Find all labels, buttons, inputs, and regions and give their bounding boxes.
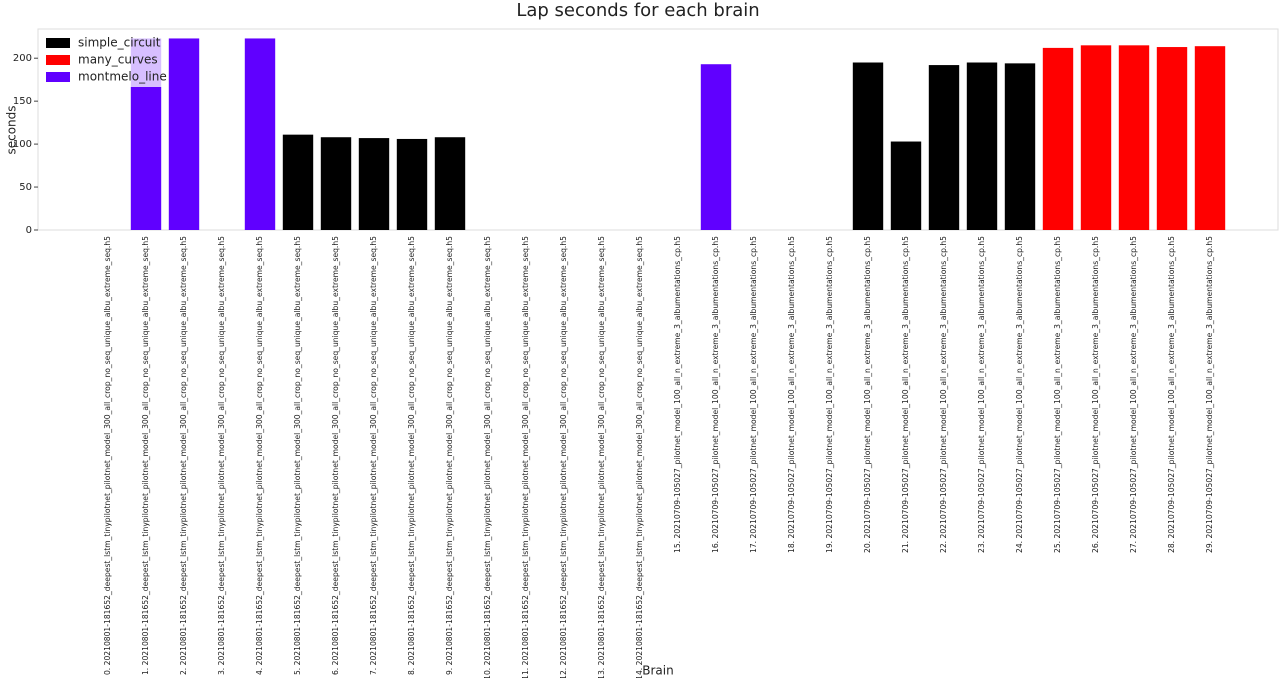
x-tick-label: 17. 20210709-105027_pilotnet_model_100_a… — [749, 236, 758, 553]
bar — [852, 62, 884, 230]
x-tick-label: 22. 20210709-105027_pilotnet_model_100_a… — [939, 236, 948, 553]
bar — [358, 138, 390, 230]
bar — [928, 65, 960, 230]
x-tick-label: 25. 20210709-105027_pilotnet_model_100_a… — [1053, 236, 1062, 553]
bar — [966, 62, 998, 230]
x-tick-label: 24. 20210709-105027_pilotnet_model_100_a… — [1015, 236, 1024, 553]
bar — [244, 38, 276, 231]
x-tick-label: 0. 20210801-181652_deepest_lstm_tinypilo… — [103, 236, 112, 675]
bar — [700, 64, 732, 230]
legend-label: montmelo_line — [78, 70, 167, 84]
x-tick-label: 8. 20210801-181652_deepest_lstm_tinypilo… — [407, 236, 416, 675]
x-tick-label: 2. 20210801-181652_deepest_lstm_tinypilo… — [179, 236, 188, 675]
x-tick-label: 5. 20210801-181652_deepest_lstm_tinypilo… — [293, 236, 302, 675]
y-tick-label: 100 — [13, 139, 32, 150]
x-tick-label: 20. 20210709-105027_pilotnet_model_100_a… — [863, 236, 872, 553]
x-tick-label: 15. 20210709-105027_pilotnet_model_100_a… — [673, 236, 682, 553]
x-tick-label: 13. 20210801-181652_deepest_lstm_tinypil… — [597, 236, 606, 678]
bar — [890, 141, 922, 230]
x-tick-label: 18. 20210709-105027_pilotnet_model_100_a… — [787, 236, 796, 553]
legend-swatch — [46, 55, 70, 65]
bar — [1118, 45, 1150, 231]
y-tick-label: 150 — [13, 96, 32, 107]
x-tick-label: 11. 20210801-181652_deepest_lstm_tinypil… — [521, 236, 530, 678]
x-tick-label: 4. 20210801-181652_deepest_lstm_tinypilo… — [255, 236, 264, 675]
x-tick-label: 29. 20210709-105027_pilotnet_model_100_a… — [1205, 236, 1214, 553]
bar — [434, 137, 466, 230]
x-tick-label: 19. 20210709-105027_pilotnet_model_100_a… — [825, 236, 834, 553]
x-tick-label: 9. 20210801-181652_deepest_lstm_tinypilo… — [445, 236, 454, 675]
x-tick-label: 7. 20210801-181652_deepest_lstm_tinypilo… — [369, 236, 378, 675]
bar — [1156, 47, 1188, 231]
x-tick-label: 3. 20210801-181652_deepest_lstm_tinypilo… — [217, 236, 226, 675]
bar — [320, 137, 352, 230]
legend-label: many_curves — [78, 53, 158, 67]
x-tick-label: 21. 20210709-105027_pilotnet_model_100_a… — [901, 236, 910, 553]
legend-label: simple_circuit — [78, 36, 161, 50]
legend-swatch — [46, 72, 70, 82]
x-tick-label: 14. 20210801-181652_deepest_lstm_tinypil… — [635, 236, 644, 678]
bar — [168, 38, 200, 231]
bar — [1004, 63, 1036, 230]
x-tick-label: 23. 20210709-105027_pilotnet_model_100_a… — [977, 236, 986, 553]
bar — [396, 138, 428, 230]
y-tick-label: 200 — [13, 53, 32, 64]
chart-title: Lap seconds for each brain — [516, 0, 759, 21]
y-axis-label: seconds — [5, 105, 19, 154]
y-tick-label: 0 — [26, 225, 32, 236]
legend-swatch — [46, 38, 70, 48]
bar — [282, 134, 314, 230]
x-tick-label: 10. 20210801-181652_deepest_lstm_tinypil… — [483, 236, 492, 678]
y-tick-label: 50 — [19, 182, 32, 193]
x-tick-label: 6. 20210801-181652_deepest_lstm_tinypilo… — [331, 236, 340, 675]
x-tick-label: 16. 20210709-105027_pilotnet_model_100_a… — [711, 236, 720, 553]
x-tick-label: 26. 20210709-105027_pilotnet_model_100_a… — [1091, 236, 1100, 553]
x-tick-label: 27. 20210709-105027_pilotnet_model_100_a… — [1129, 236, 1138, 553]
plot-frame — [37, 28, 1279, 231]
x-tick-label: 28. 20210709-105027_pilotnet_model_100_a… — [1167, 236, 1176, 553]
x-tick-label: 1. 20210801-181652_deepest_lstm_tinypilo… — [141, 236, 150, 675]
bar — [1194, 46, 1226, 230]
x-axis-label: Brain — [642, 664, 673, 678]
x-tick-label: 12. 20210801-181652_deepest_lstm_tinypil… — [559, 236, 568, 678]
bar — [1080, 45, 1112, 231]
bar — [1042, 47, 1074, 231]
